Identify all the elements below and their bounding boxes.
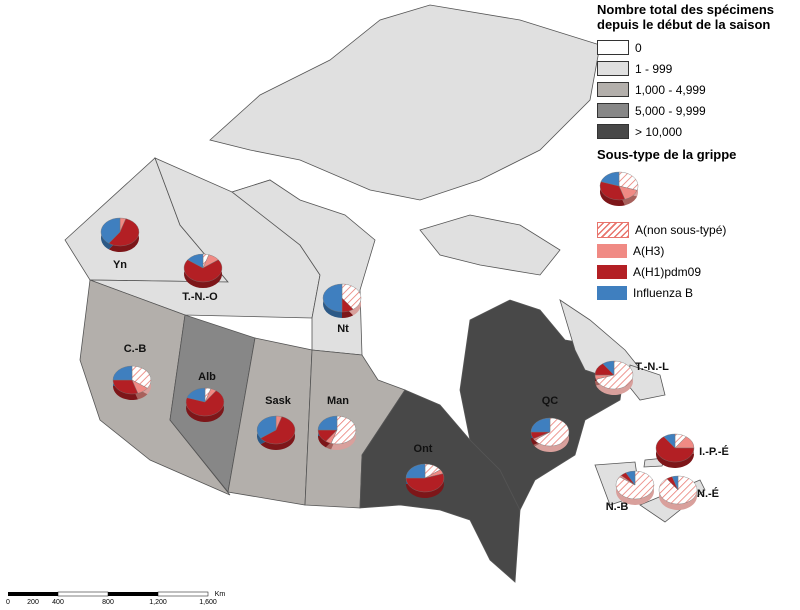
legend-label: 1,000 - 4,999 — [635, 82, 706, 97]
scale-label: 1,600 — [199, 599, 217, 606]
region-label: I.-P.-É — [699, 445, 729, 458]
pie-slice — [322, 283, 343, 313]
region-label: T.-N.-O — [182, 291, 218, 303]
pie-slice — [183, 259, 223, 283]
pie-slice — [256, 415, 277, 439]
pie-slice — [100, 217, 121, 244]
legend-label: A(H1)pdm09 — [633, 264, 702, 279]
region-label: N.-B — [606, 501, 629, 513]
region-label: QC — [542, 395, 559, 407]
pie-slice — [108, 218, 140, 247]
legend-label: A(H3) — [633, 243, 665, 258]
pie-slice — [330, 415, 357, 445]
region-label: N.-É — [697, 487, 719, 500]
legend-swatch — [597, 285, 627, 300]
region-label: Nt — [337, 323, 349, 335]
legend-label: 5,000 - 9,999 — [635, 103, 706, 118]
legend-swatch — [597, 243, 627, 258]
legend-label: Influenza B — [633, 285, 694, 300]
legend: Nombre total des spécimens depuis le déb… — [597, 2, 797, 304]
region-label: T.-N.-L — [635, 361, 669, 373]
legend-label: > 10,000 — [635, 124, 683, 139]
legend-swatch — [597, 124, 629, 139]
legend-swatch — [597, 221, 629, 238]
pie-slice — [530, 417, 551, 433]
pie-slice — [317, 415, 338, 431]
region-label: Man — [327, 395, 349, 407]
scale-unit: Km — [215, 591, 226, 598]
pie-slice — [534, 417, 570, 447]
pie-slice — [600, 171, 620, 187]
region-label: Alb — [198, 371, 216, 383]
sample-pie — [599, 171, 639, 206]
legend-subtype: A(non sous-typé) — [597, 220, 797, 239]
pie-slice — [655, 436, 695, 463]
scale-label: 800 — [102, 599, 114, 606]
scale-label: 0 — [6, 599, 10, 606]
pie-slice — [260, 416, 296, 445]
pie-slice — [599, 181, 626, 201]
legend-swatch — [597, 103, 629, 118]
pie-slice — [405, 463, 426, 479]
legend-title: Nombre total des spécimens depuis le déb… — [597, 2, 774, 32]
pie-slice — [341, 283, 362, 310]
province — [419, 214, 561, 276]
legend-swatch — [597, 61, 629, 76]
legend-class: 1,000 - 4,999 — [597, 80, 797, 99]
legend-swatch — [597, 264, 627, 279]
legend-label: 0 — [635, 40, 642, 55]
legend-swatch — [597, 40, 629, 55]
legend-class: 0 — [597, 38, 797, 57]
legend-subtype: Influenza B — [597, 283, 797, 302]
pie-slice — [663, 433, 676, 449]
scale-label: 400 — [52, 599, 64, 606]
pie-slice — [187, 253, 204, 269]
pie-slice — [405, 473, 445, 493]
pie-slice — [131, 365, 152, 389]
pie-slice — [625, 470, 636, 486]
pie-slice — [618, 171, 639, 191]
pie-slice — [595, 360, 634, 390]
scale-label: 200 — [27, 599, 39, 606]
province — [209, 4, 601, 201]
pie-slice — [112, 379, 139, 395]
pie-slice — [602, 360, 615, 376]
pie-slice — [185, 390, 225, 417]
region-label: Yn — [113, 259, 127, 271]
legend-subtype: A(H3) — [597, 241, 797, 260]
region-label: C.-B — [124, 343, 147, 355]
legend-label: A(non sous-typé) — [635, 222, 727, 237]
subtype-title: Sous-type de la grippe — [597, 147, 737, 162]
legend-class: > 10,000 — [597, 122, 797, 141]
pie-slice — [671, 475, 679, 491]
region-label: Ont — [414, 443, 433, 455]
legend-class: 1 - 999 — [597, 59, 797, 78]
pie-slice — [112, 365, 133, 381]
legend-swatch — [597, 82, 629, 97]
legend-label: 1 - 999 — [635, 61, 673, 76]
region-label: Sask — [265, 395, 292, 407]
pie-slice — [186, 387, 206, 403]
legend-class: 5,000 - 9,999 — [597, 101, 797, 120]
scale-label: 1,200 — [149, 599, 167, 606]
legend-subtype: A(H1)pdm09 — [597, 262, 797, 281]
